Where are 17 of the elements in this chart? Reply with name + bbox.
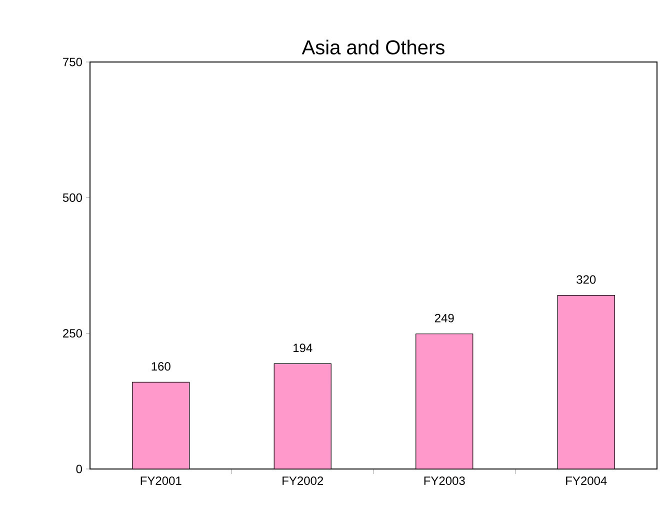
y-tick-label: 0 xyxy=(76,464,82,474)
bar xyxy=(274,363,332,469)
data-label: 160 xyxy=(152,362,170,371)
x-tick-label: FY2002 xyxy=(282,476,324,486)
y-tick-label: 250 xyxy=(63,329,82,338)
x-tick-label: FY2003 xyxy=(424,476,465,486)
x-tick-label: FY2001 xyxy=(140,476,182,486)
bar xyxy=(132,382,190,469)
chart-title: Asia and Others xyxy=(302,40,444,54)
y-tick-label: 750 xyxy=(63,58,82,66)
y-tick-label: 500 xyxy=(62,193,82,202)
bar xyxy=(557,295,615,469)
data-label: 320 xyxy=(576,275,596,284)
bar xyxy=(416,334,474,469)
x-tick-label: FY2004 xyxy=(566,476,607,486)
data-label: 194 xyxy=(294,344,312,352)
data-label: 249 xyxy=(434,314,454,322)
